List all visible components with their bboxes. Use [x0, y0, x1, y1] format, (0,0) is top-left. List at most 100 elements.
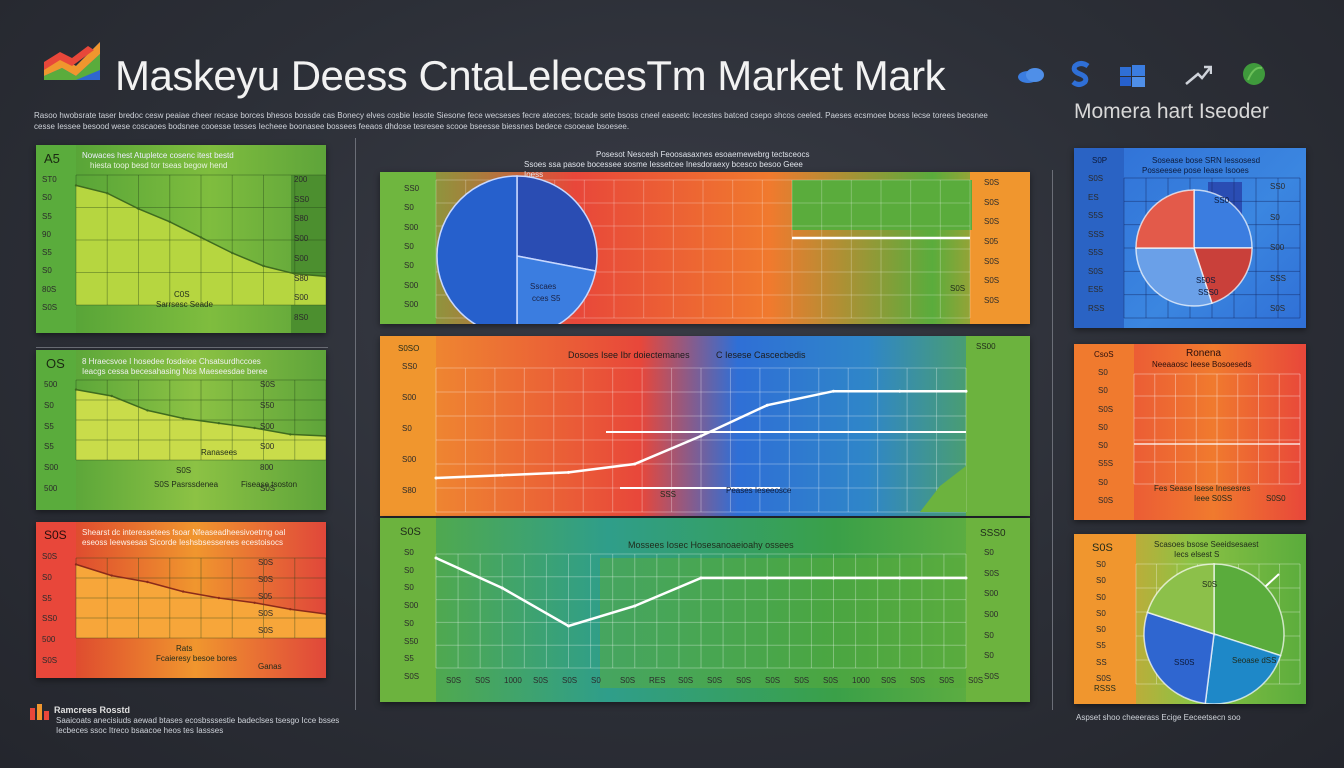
subtitle-right: Momera hart Iseoder: [1074, 100, 1269, 123]
x-tick-label: S0S: [794, 676, 810, 685]
intro-text: Rasoo hwobsrate taser bredoc cesw peaiae…: [34, 111, 988, 131]
axis-tick-label: S0S: [1270, 304, 1286, 313]
right-panel-3: S0S Scasoes bsose Seeidsesaest Iecs else…: [1074, 534, 1306, 704]
right3-badge: S0S: [1092, 542, 1113, 554]
pie-slice: [516, 175, 598, 272]
pie-slice: [1146, 563, 1215, 636]
axis-tick-label: S0: [1096, 625, 1106, 635]
data-point: [324, 275, 326, 278]
axis-tick-label: RSS: [1088, 304, 1105, 313]
mid2-title: Dosoes Isee Ibr doiectemanes: [568, 350, 690, 360]
axis-tick-label: S0: [1098, 386, 1108, 396]
axis-tick-label: S00: [404, 300, 419, 309]
axis-tick-label: 80S: [42, 284, 57, 294]
axis-tick-label: S0: [404, 583, 414, 593]
axis-tick-label: S0: [1096, 592, 1106, 602]
data-point: [964, 576, 968, 580]
data-point: [110, 574, 113, 577]
data-point: [168, 220, 171, 223]
x-tick-label: S0S: [620, 676, 636, 685]
axis-tick-label: S0: [1098, 477, 1108, 487]
axis-tick-label: SS0: [42, 614, 58, 624]
axis-tick-label: S00: [404, 280, 419, 290]
mid3-badge-left: S0S: [400, 526, 421, 538]
axis-tick-label: S0S: [984, 672, 1000, 681]
data-point: [293, 272, 296, 275]
axis-tick-label: S00: [260, 421, 275, 431]
data-point: [699, 576, 703, 580]
mid2-label-bot2: Peases Ieseeosce: [726, 486, 792, 495]
axis-tick-label: S00: [294, 234, 309, 244]
axis-tick-label: S0: [1270, 212, 1280, 222]
data-point: [633, 604, 637, 608]
data-point: [146, 409, 149, 412]
footer-left-body: Saaicoats anecisiuds aewad btases ecosbs…: [56, 716, 340, 735]
right3-label-foot: RSSS: [1094, 684, 1116, 693]
divider-right: [1052, 170, 1053, 710]
data-point: [262, 264, 265, 268]
axis-tick-label: S0: [404, 261, 414, 271]
axis-tick-label: S5: [42, 248, 52, 258]
axis-tick-label: SS0: [404, 184, 420, 193]
axis-tick-label: S0S: [984, 178, 1000, 187]
axis-tick-label: 8S0: [294, 313, 309, 322]
axis-tick-label: S0S: [984, 568, 1000, 578]
right2-label-foot2: Ieee S0SS: [1194, 494, 1233, 503]
axis-tick-label: S0: [404, 242, 414, 251]
arrow-up-icon: [1184, 64, 1212, 88]
left2-sub: Ieacgs cessa becesahasing Nos Maeseesdae…: [82, 367, 268, 376]
right2-badge: CsoS: [1094, 350, 1114, 359]
cloud-icon: [1016, 66, 1046, 84]
axis-tick-label: S5: [42, 593, 52, 603]
data-point: [74, 184, 78, 187]
left2-title: 8 Hraecsvoe I hosedee fosdeioe Chsatsurd…: [82, 357, 261, 366]
data-point: [567, 470, 570, 474]
right3-pie-label3: Seoase dSS: [1232, 656, 1277, 665]
mid2-badge-right: SS00: [976, 342, 996, 351]
left3-label-mid: Rats: [176, 644, 193, 653]
mid-panel-2: S0SO SS00 SS0 S00 S0 S00 S80 SSS Peases Iese…: [380, 336, 1030, 516]
data-point: [699, 434, 703, 438]
axis-tick-label: S00: [294, 253, 309, 263]
axis-tick-label: S50: [404, 636, 419, 646]
right2-label-foot: Fes Sease Isese Inesesres: [1154, 484, 1251, 493]
pie-slice: [1135, 247, 1213, 307]
axis-tick-label: SS0: [294, 194, 310, 204]
mid-chart-1: [435, 175, 971, 324]
axis-tick-label: S0S: [984, 197, 1000, 207]
axis-tick-label: S0: [404, 548, 414, 557]
data-point: [253, 601, 256, 604]
axis-tick-label: S0: [1098, 441, 1108, 451]
left-panel-3: S0S Shearst dc interessetees fsoar Nfeas…: [36, 522, 326, 678]
axis-tick-label: S0: [984, 630, 994, 640]
data-point: [253, 426, 256, 430]
pie-slice: [436, 175, 518, 324]
axis-tick-label: S00: [402, 393, 417, 402]
left-area-chart-3: [74, 557, 326, 639]
axis-tick-label: S5: [42, 211, 52, 221]
axis-tick-label: S0S: [984, 256, 1000, 266]
mid1-pie-label: Sscaes: [530, 282, 557, 291]
axis-tick-label: S0S: [984, 296, 1000, 305]
data-point: [898, 389, 902, 393]
data-point: [146, 580, 149, 584]
axis-tick-label: S0: [1098, 422, 1108, 432]
area-series-line: [75, 388, 326, 437]
x-tick-label: S0S: [881, 676, 897, 685]
axis-tick-label: S00: [1270, 243, 1285, 252]
data-point: [964, 389, 968, 393]
x-tick-label: S0S: [533, 676, 549, 685]
data-point: [324, 434, 326, 438]
data-point: [217, 422, 221, 425]
x-tick-label: S0S: [446, 676, 462, 685]
axis-tick-label: SS0: [1270, 182, 1286, 191]
data-point: [434, 556, 438, 560]
right-chart-2: [1133, 373, 1301, 485]
left1-label-foot: Sarrsesc Seade: [156, 300, 213, 309]
data-point: [74, 563, 78, 566]
left3-title: Shearst dc interessetees fsoar Nfeaseadh…: [82, 528, 286, 537]
area-series-line: [75, 563, 326, 615]
axis-tick-label: S0: [42, 572, 52, 582]
right-pie-chart: [1135, 563, 1301, 704]
axis-tick-label: S5: [404, 654, 414, 664]
